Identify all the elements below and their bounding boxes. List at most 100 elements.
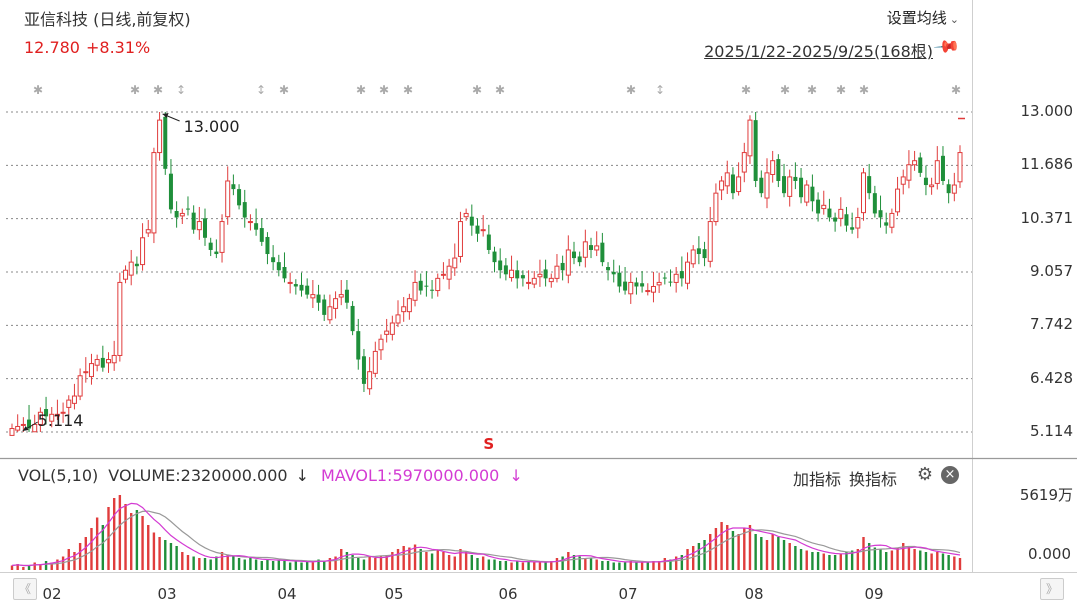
candle-down <box>430 289 435 291</box>
candle-down <box>589 245 594 250</box>
volume-bar <box>249 558 252 570</box>
volume-bar <box>748 525 752 570</box>
volume-bar <box>504 561 508 570</box>
volume-bar <box>84 537 87 570</box>
candle-up <box>673 273 679 283</box>
candle-down <box>696 248 701 255</box>
candle-down <box>640 283 645 287</box>
price-change: +8.31% <box>85 38 151 57</box>
y-tick-label: 7.742 <box>1030 315 1073 334</box>
candle-up <box>83 371 89 374</box>
volume-bar <box>436 550 439 570</box>
candle-up <box>860 172 866 214</box>
volume-legend: VOL(5,10) VOLUME:2320000.000 ↓ MAVOL1:59700… <box>18 466 523 485</box>
volume-ma-lines <box>11 502 961 567</box>
candle-up <box>117 281 123 356</box>
gear-icon[interactable]: ⚙ <box>916 464 933 485</box>
candle-down <box>242 202 247 218</box>
candle-down <box>282 267 287 279</box>
scroll-left-button[interactable]: 《 <box>13 578 37 600</box>
candle-down <box>27 419 32 429</box>
candle-up <box>463 212 469 218</box>
candle-up <box>690 249 696 265</box>
volume-bar <box>720 522 723 570</box>
y-tick-label: 9.057 <box>1030 262 1073 280</box>
volume-bar <box>777 537 780 570</box>
scroll-right-button[interactable]: 》 <box>1040 578 1064 600</box>
volume-bar <box>447 555 451 570</box>
candle-up <box>787 176 793 197</box>
volume-bar <box>345 552 349 570</box>
candle-down <box>923 177 928 186</box>
volume-bar <box>391 552 394 570</box>
candle-down <box>424 285 429 287</box>
volume-bar <box>192 556 195 570</box>
candle-up <box>685 261 691 284</box>
volume-bar <box>464 552 468 570</box>
volume-bar <box>487 559 491 570</box>
candle-up <box>94 359 100 366</box>
volume-bar <box>771 534 774 570</box>
volume-bar <box>220 552 224 570</box>
volume-bar <box>288 562 292 570</box>
x-tick-label: 07 <box>618 585 638 603</box>
candle-up <box>934 160 940 184</box>
volume-bar <box>544 562 547 570</box>
volume-bar <box>618 562 621 570</box>
event-marker-icon: ✱ <box>951 83 961 97</box>
last-price: 12.780 <box>24 38 80 57</box>
candle-down <box>191 212 196 230</box>
event-marker-icon: ✱ <box>356 83 366 97</box>
event-marker-icon: ↕ <box>256 83 266 97</box>
candle-up <box>531 277 537 285</box>
candle-down <box>231 184 236 190</box>
down-arrow-icon: ↓ <box>295 466 309 485</box>
volume-bar <box>334 556 337 570</box>
candle-down <box>606 267 611 271</box>
volume-bar <box>686 549 689 570</box>
volume-bar <box>169 543 173 570</box>
candle-down <box>492 251 497 263</box>
candle-down <box>571 251 576 259</box>
volume-bar <box>277 559 281 570</box>
x-tick-label: 05 <box>384 585 404 603</box>
date-range-link[interactable]: 2025/1/22-2025/9/25(168根) <box>704 42 933 61</box>
vol-label: VOL(5,10) <box>18 466 99 485</box>
panel-frame <box>0 0 1077 573</box>
volume-bar <box>362 559 366 570</box>
volume-bar <box>640 562 644 570</box>
candle-up <box>106 359 112 364</box>
candle-up <box>724 172 730 187</box>
candle-down <box>668 281 673 283</box>
volume-bar <box>885 552 888 570</box>
candle-up <box>889 212 895 228</box>
volume-bar <box>476 558 479 570</box>
candle-down <box>515 270 520 279</box>
volume-bar <box>919 550 922 570</box>
volume-bar <box>839 553 842 570</box>
volume-bar <box>425 552 428 570</box>
down-arrow-icon: ↓ <box>509 466 523 485</box>
volume-bar <box>95 517 99 570</box>
close-icon[interactable]: × <box>941 466 959 484</box>
volume-bar <box>709 534 712 570</box>
candle-down <box>498 260 503 271</box>
candle-up <box>537 273 543 278</box>
event-marker-icon: ✱ <box>495 83 505 97</box>
candle-down <box>237 189 242 206</box>
event-marker-icon: ✱ <box>859 83 869 97</box>
add-indicator-button[interactable]: 加指标 <box>792 470 841 489</box>
volume-bar <box>538 562 542 570</box>
candle-down <box>816 199 821 214</box>
event-marker-icon: ↕ <box>176 83 186 97</box>
volume-bar <box>39 564 42 570</box>
switch-indicator-button[interactable]: 换指标 <box>848 470 897 489</box>
volume-bar <box>135 510 139 570</box>
candle-up <box>645 290 651 293</box>
price-quote: 12.780 +8.31% <box>24 38 156 57</box>
candle-up <box>123 269 129 280</box>
ma-setting-button[interactable]: 设置均线 ⌄ <box>887 7 959 28</box>
event-marker-icon: ✱ <box>279 83 289 97</box>
candle-down <box>560 262 565 271</box>
